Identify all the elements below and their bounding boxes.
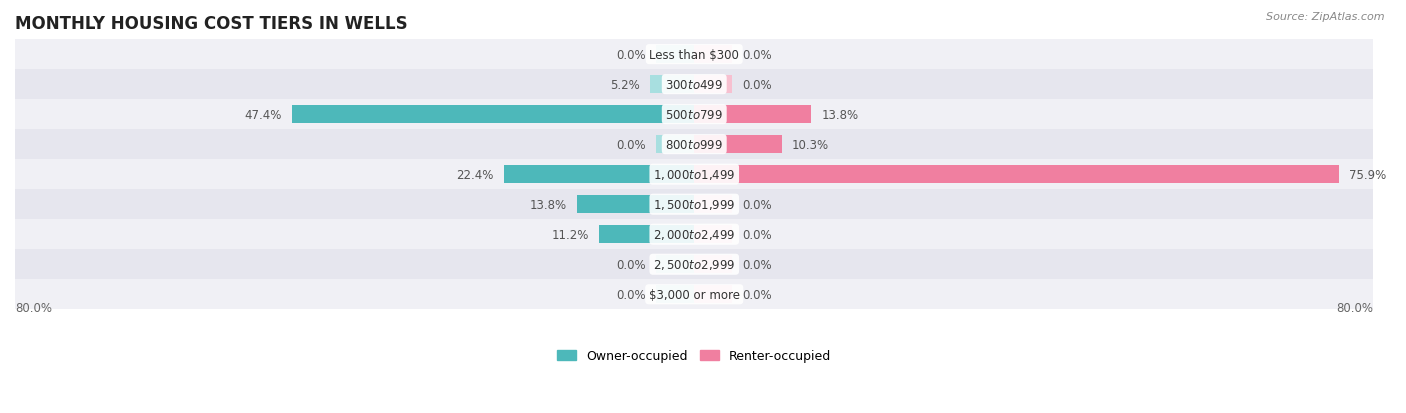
Bar [695,225,733,244]
Text: 0.0%: 0.0% [616,48,645,62]
Bar [15,220,1374,249]
Text: 11.2%: 11.2% [551,228,589,241]
Text: 75.9%: 75.9% [1348,168,1386,181]
Bar [15,249,1374,280]
Text: 13.8%: 13.8% [821,108,859,121]
Text: MONTHLY HOUSING COST TIERS IN WELLS: MONTHLY HOUSING COST TIERS IN WELLS [15,15,408,33]
Bar [15,100,1374,130]
Text: 80.0%: 80.0% [15,301,52,314]
Text: 0.0%: 0.0% [742,48,772,62]
Bar [505,166,695,184]
Text: $800 to $999: $800 to $999 [665,138,723,151]
Text: $3,000 or more: $3,000 or more [648,288,740,301]
Text: 10.3%: 10.3% [792,138,830,151]
Text: 22.4%: 22.4% [457,168,494,181]
Text: Source: ZipAtlas.com: Source: ZipAtlas.com [1267,12,1385,22]
Bar [657,136,695,154]
Bar [576,196,695,214]
Text: 0.0%: 0.0% [616,138,645,151]
Text: $1,000 to $1,499: $1,000 to $1,499 [652,168,735,182]
Bar [657,256,695,273]
Bar [695,136,782,154]
Bar [15,40,1374,70]
Bar [292,106,695,124]
Text: $500 to $799: $500 to $799 [665,108,723,121]
Bar [695,166,1339,184]
Bar [15,70,1374,100]
Text: $1,500 to $1,999: $1,500 to $1,999 [652,198,735,212]
Bar [599,225,695,244]
Text: 0.0%: 0.0% [616,258,645,271]
Text: 0.0%: 0.0% [616,288,645,301]
Text: 0.0%: 0.0% [742,258,772,271]
Bar [695,285,733,304]
Bar [695,196,733,214]
Text: 80.0%: 80.0% [1337,301,1374,314]
Text: $300 to $499: $300 to $499 [665,78,723,91]
Bar [695,76,733,94]
Bar [695,106,811,124]
Bar [15,160,1374,190]
Bar [15,280,1374,309]
Text: 47.4%: 47.4% [245,108,281,121]
Text: Less than $300: Less than $300 [650,48,740,62]
Text: 0.0%: 0.0% [742,228,772,241]
Text: $2,000 to $2,499: $2,000 to $2,499 [652,228,735,242]
Text: $2,500 to $2,999: $2,500 to $2,999 [652,258,735,272]
Bar [695,256,733,273]
Legend: Owner-occupied, Renter-occupied: Owner-occupied, Renter-occupied [557,350,831,363]
Bar [650,76,695,94]
Bar [657,46,695,64]
Text: 0.0%: 0.0% [742,288,772,301]
Bar [657,285,695,304]
Bar [695,46,733,64]
Bar [15,130,1374,160]
Text: 5.2%: 5.2% [610,78,640,91]
Bar [15,190,1374,220]
Text: 0.0%: 0.0% [742,198,772,211]
Text: 13.8%: 13.8% [530,198,567,211]
Text: 0.0%: 0.0% [742,78,772,91]
